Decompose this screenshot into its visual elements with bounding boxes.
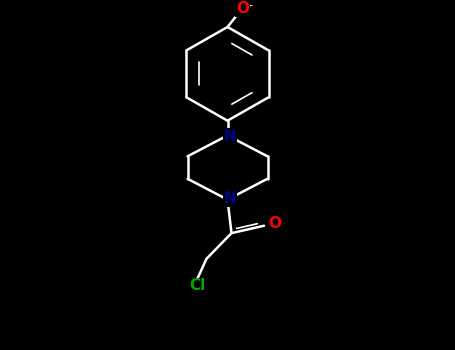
Text: Cl: Cl bbox=[189, 278, 206, 293]
Text: N: N bbox=[223, 129, 237, 144]
Text: O: O bbox=[268, 216, 282, 231]
Text: N: N bbox=[223, 191, 237, 206]
Text: O: O bbox=[236, 1, 249, 16]
